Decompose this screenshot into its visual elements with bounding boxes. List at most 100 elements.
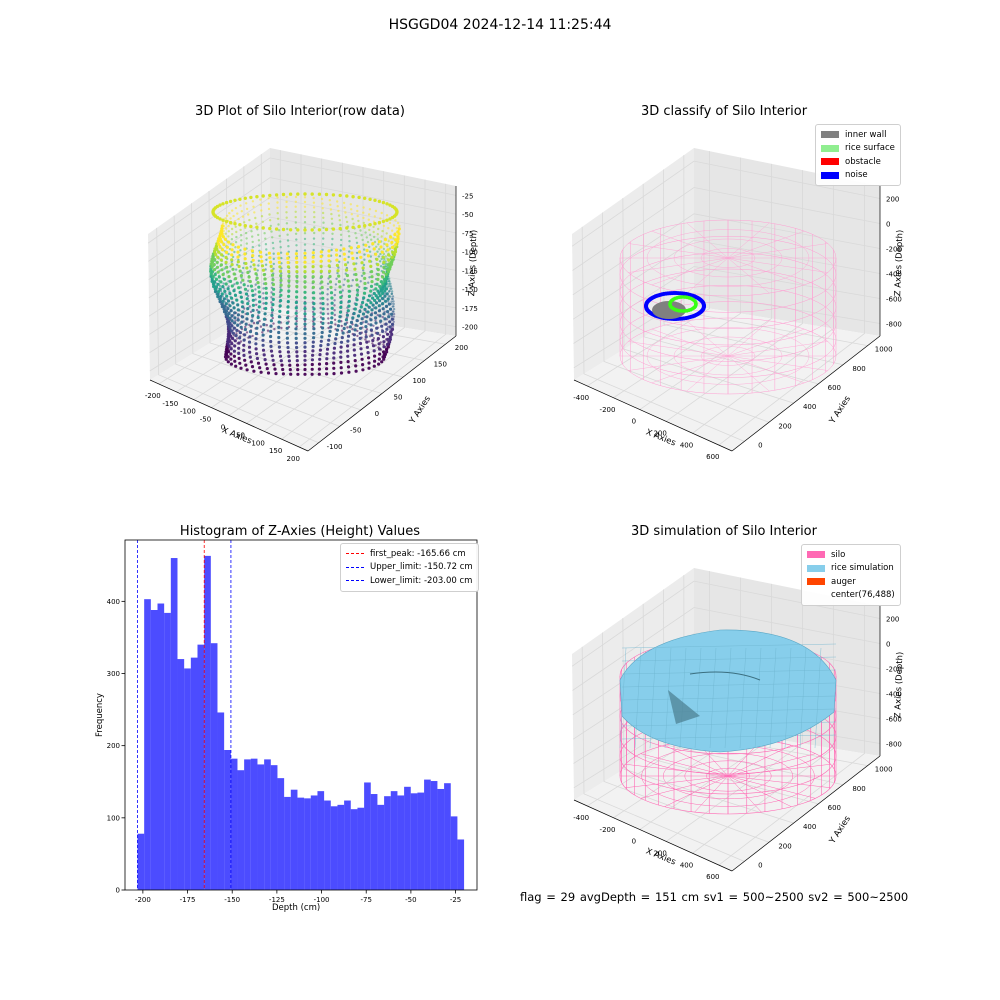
raw-point [376,238,379,241]
raw-point [326,282,330,285]
raw-point [285,195,288,199]
raw-point [271,292,276,296]
raw-point [273,367,277,371]
raw-point [263,358,267,362]
raw-point [376,289,380,293]
raw-point [262,302,265,305]
raw-point [320,280,324,284]
raw-point [276,206,279,209]
raw-point [346,365,351,369]
raw-point [261,333,265,337]
raw-point [387,312,391,316]
raw-point [213,273,217,277]
raw-point [328,329,332,333]
raw-point [219,280,223,284]
raw-point [280,256,283,260]
raw-point [319,275,324,279]
raw-point [326,343,330,347]
legend-swatch [807,592,825,599]
raw-point [260,259,264,263]
raw-point [370,280,374,284]
raw-point [211,275,215,279]
raw-point [388,325,392,329]
raw-point [391,305,394,308]
raw-point [387,315,391,319]
raw-point [264,263,268,266]
raw-point [234,225,237,228]
raw-x-tick-label: 150 [269,447,282,455]
raw-point [321,321,325,325]
raw-point [279,240,282,243]
raw-point [268,256,272,260]
raw-point [335,253,339,257]
raw-point [234,246,237,249]
raw-point [369,289,373,293]
raw-z-tick-label: -125 [462,267,478,275]
raw-point [221,285,225,289]
raw-point [224,217,227,220]
raw-point [224,309,229,313]
raw-point [264,296,268,300]
raw-point [303,345,307,349]
raw-point [295,260,299,264]
raw-point [370,294,373,297]
raw-point [330,243,334,246]
raw-point [264,268,267,271]
raw-point [377,240,381,244]
raw-point [274,372,278,376]
raw-point [285,326,289,330]
raw-point [230,248,234,252]
raw-point [277,260,281,264]
raw-point [355,241,359,244]
raw-point [311,280,315,284]
raw-point [267,251,271,255]
raw-point [278,350,282,354]
raw-point [259,250,263,254]
raw-point [367,218,370,221]
raw-point [322,232,325,235]
raw-point [251,254,255,258]
raw-point [395,227,398,230]
raw-point [262,292,265,295]
raw-point [213,280,217,284]
raw-point [280,326,283,330]
raw-point [334,337,338,341]
raw-point [303,226,307,229]
raw-point [250,249,254,253]
raw-point [325,367,329,371]
raw-point [257,305,261,309]
raw-point [303,363,307,367]
raw-point [303,325,307,328]
raw-point [277,256,281,260]
raw-point [379,217,382,220]
raw-point [219,294,223,299]
raw-grid-x [176,154,302,393]
raw-point [332,366,336,370]
raw-point [372,247,376,251]
raw-point [221,222,225,225]
raw-point [397,227,401,231]
raw-point [303,243,307,246]
raw-point [331,237,334,241]
raw-point [360,303,363,306]
raw-point [295,238,298,241]
raw-point [372,349,376,353]
raw-point [224,232,227,235]
raw-point [247,213,250,216]
raw-point [354,302,358,306]
raw-point [287,294,291,298]
raw-point [272,252,275,255]
raw-point [303,322,307,326]
raw-point [330,248,333,252]
raw-point [347,289,351,293]
raw-point [230,314,234,318]
raw-point [312,322,316,326]
raw-point [349,320,354,324]
raw-point [388,265,392,269]
raw-point [295,345,299,350]
raw-point [248,279,252,284]
raw-point [374,316,378,320]
raw-point [276,212,279,215]
raw-point [228,316,232,321]
raw-point [381,287,385,291]
